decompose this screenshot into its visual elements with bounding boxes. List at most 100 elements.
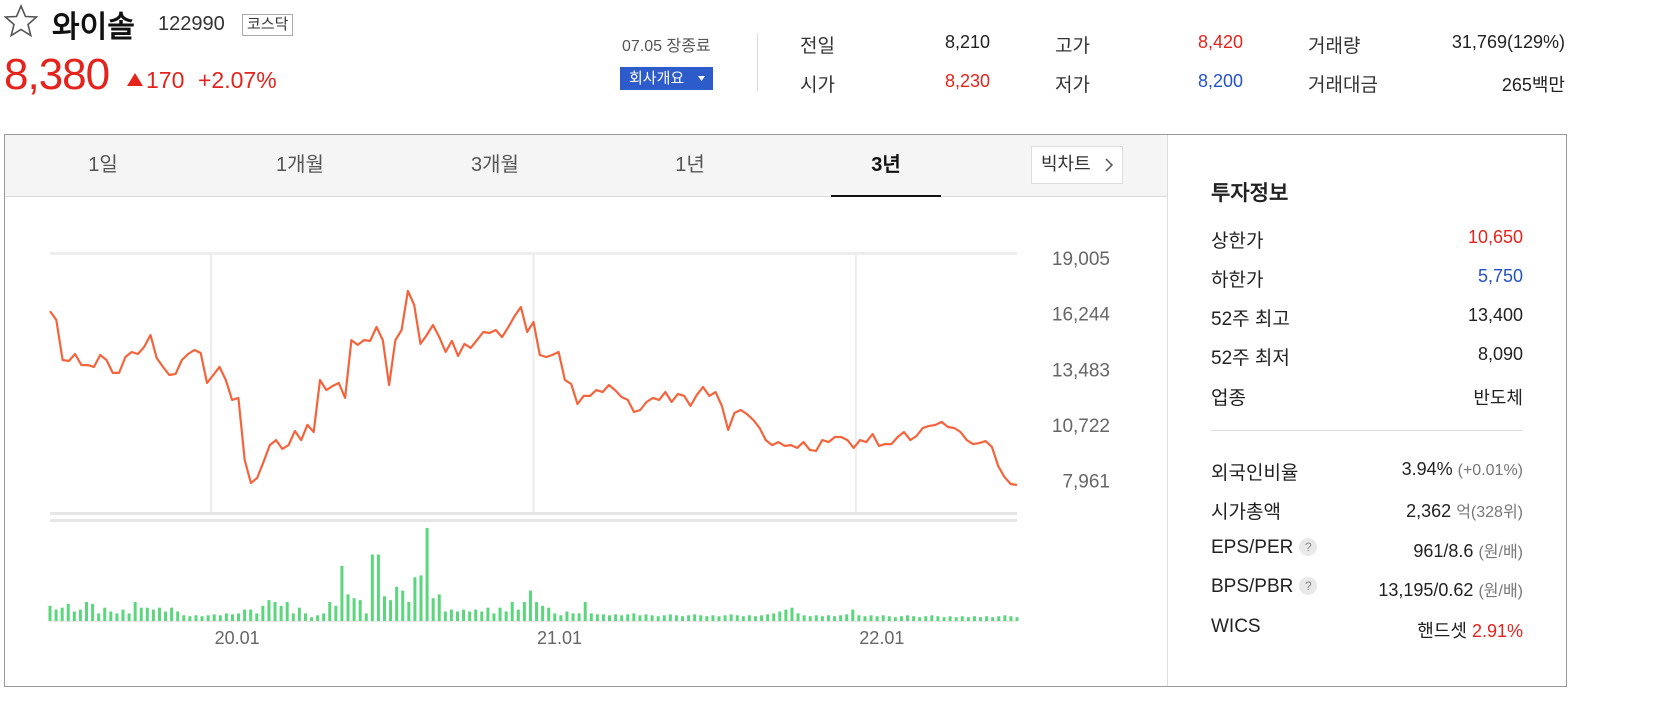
volume-bar: [784, 609, 788, 621]
volume-bar: [72, 611, 76, 621]
plot-top-border: [50, 252, 1017, 255]
quote-value: 8,210: [944, 32, 990, 52]
y-tick-label: 10,722: [1052, 416, 1110, 437]
volume-bar: [808, 616, 812, 621]
invest-value-text: 반도체: [1473, 388, 1523, 408]
invest-value-text: 5,750: [1477, 266, 1523, 286]
volume-bar: [376, 554, 380, 621]
tab[interactable]: 1일: [88, 154, 118, 176]
volume-bar: [869, 615, 873, 621]
tab[interactable]: 1개월: [276, 154, 324, 176]
volume-bar: [249, 609, 253, 621]
market-status: 07.05 장종료: [622, 38, 711, 55]
volume-bar: [948, 616, 952, 621]
volume-bar: [200, 616, 204, 621]
panel-divider: [1167, 135, 1168, 686]
invest-label: 상한가: [1211, 231, 1264, 252]
quote-label: 거래량: [1308, 36, 1361, 57]
volume-bar: [164, 611, 168, 621]
volume-bar: [577, 613, 581, 621]
help-icon[interactable]: ?: [1299, 538, 1318, 556]
volume-bar: [705, 616, 709, 621]
volume-bar: [711, 615, 715, 621]
change-rate: +2.07%: [198, 67, 277, 93]
help-icon[interactable]: ?: [1299, 577, 1318, 595]
volume-top-border: [50, 519, 1017, 522]
volume-bar: [589, 613, 593, 621]
volume-bar: [906, 615, 910, 621]
volume-bar: [942, 617, 946, 621]
volume-bar: [717, 616, 721, 621]
volume-bar: [121, 609, 125, 621]
volume-bar: [814, 615, 818, 621]
invest-value: 반도체: [1473, 384, 1523, 410]
volume-bar: [291, 613, 295, 621]
y-tick-label: 7,961: [1062, 472, 1110, 493]
volume-bar: [729, 614, 733, 621]
volume-bar: [583, 602, 587, 621]
volume-bar: [875, 616, 879, 621]
invest-label: 52주 최저: [1211, 348, 1290, 369]
invest-value: 961/8.6 (원/배): [1413, 538, 1523, 562]
volume-bar: [881, 615, 885, 621]
volume-bar: [1015, 617, 1019, 621]
invest-label-text: BPS/PBR: [1211, 576, 1294, 597]
volume-bar: [498, 607, 502, 621]
volume-bar: [693, 614, 697, 621]
invest-label: 52주 최고: [1211, 309, 1290, 330]
favorite-star[interactable]: [4, 4, 38, 38]
volume-bar: [656, 616, 660, 621]
up-arrow: [127, 73, 143, 86]
volume-bar: [285, 602, 289, 621]
tab[interactable]: 3개월: [471, 154, 519, 176]
volume-bar: [954, 617, 958, 621]
volume-bar: [419, 575, 423, 621]
volume-bar: [766, 614, 770, 621]
volume-bar: [899, 616, 903, 621]
volume-bar: [60, 607, 64, 621]
volume-bar: [972, 616, 976, 621]
invest-extra: (원/배): [1478, 583, 1523, 600]
volume-bar: [425, 527, 429, 621]
volume-bar: [78, 609, 82, 621]
volume-bar: [504, 611, 508, 621]
tab[interactable]: 1년: [675, 154, 705, 176]
invest-value: 13,400: [1468, 305, 1523, 326]
tab[interactable]: 3년: [871, 154, 901, 176]
volume-bar: [297, 607, 301, 621]
volume-bar: [48, 605, 52, 621]
plot-bottom-border: [50, 512, 1017, 515]
volume-bar: [535, 602, 539, 621]
volume-bar: [206, 615, 210, 621]
volume-bar: [681, 616, 685, 621]
invest-value: 2,362 억(328위): [1406, 498, 1523, 522]
volume-bar: [109, 611, 113, 621]
bigchart-button[interactable]: 빅차트: [1031, 146, 1123, 184]
volume-bar: [455, 611, 459, 621]
volume-bar: [924, 616, 928, 621]
company-button[interactable]: 회사개요: [620, 67, 713, 90]
volume-bar: [741, 616, 745, 621]
volume-bar: [194, 615, 198, 621]
invest-value-text: 2,362: [1406, 501, 1452, 521]
invest-value: 13,195/0.62 (원/배): [1378, 577, 1523, 601]
volume-bar: [127, 613, 131, 621]
invest-label: WICS: [1211, 616, 1261, 637]
invest-extra: (+0.01%): [1457, 462, 1523, 479]
volume-bar: [918, 617, 922, 621]
volume-bar: [133, 602, 137, 621]
volume-bar: [571, 613, 575, 621]
volume-bar: [559, 615, 563, 621]
volume-bar: [157, 607, 161, 621]
volume-bar: [91, 603, 95, 621]
invest-label: 시가총액: [1211, 502, 1281, 523]
volume-bar: [601, 614, 605, 621]
volume-bar: [151, 609, 155, 621]
volume-bar: [139, 607, 143, 621]
volume-bar: [723, 615, 727, 621]
x-tick-label: 21.01: [537, 628, 582, 648]
volume-bar: [437, 594, 441, 621]
volume-bar: [760, 615, 764, 621]
volume-bar: [255, 613, 259, 621]
